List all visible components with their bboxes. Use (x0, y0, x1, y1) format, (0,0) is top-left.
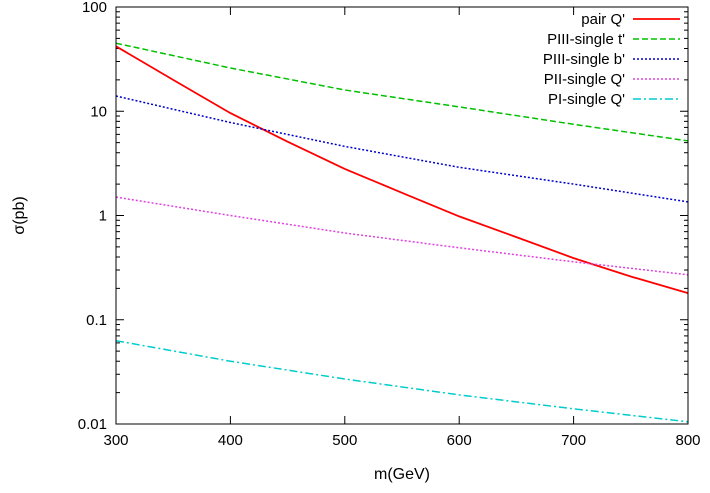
y-tick-label: 0.01 (78, 416, 107, 433)
series-line-2 (115, 42, 689, 142)
y-axis-label: σ(pb) (11, 196, 28, 234)
legend-label: pair Q' (581, 11, 625, 28)
series-line-5 (115, 339, 689, 423)
x-axis-ticks: 300 400 500 600 700 800 (103, 7, 701, 449)
plot-frame (115, 6, 689, 425)
legend-label: PI-single Q' (548, 91, 625, 108)
y-tick-label: 0.1 (86, 312, 107, 329)
x-axis-label: m(GeV) (374, 466, 430, 483)
y-tick-label: 1 (99, 208, 107, 225)
legend-label: PII-single Q' (544, 71, 625, 88)
x-tick-label: 300 (103, 432, 128, 449)
legend-label: PIII-single b' (543, 51, 625, 68)
legend: pair Q' PIII-single t' PIII-single b' PII-s… (543, 11, 680, 108)
x-tick-label: 500 (332, 432, 357, 449)
x-tick-label: 400 (218, 432, 243, 449)
plot-area (115, 42, 689, 423)
x-tick-label: 600 (447, 432, 472, 449)
x-tick-label: 800 (675, 432, 700, 449)
series-line-3 (115, 95, 689, 203)
series-line-4 (115, 196, 689, 276)
y-tick-label: 100 (82, 0, 107, 16)
y-tick-label: 10 (90, 103, 107, 120)
x-tick-label: 700 (561, 432, 586, 449)
legend-label: PIII-single t' (547, 31, 625, 48)
